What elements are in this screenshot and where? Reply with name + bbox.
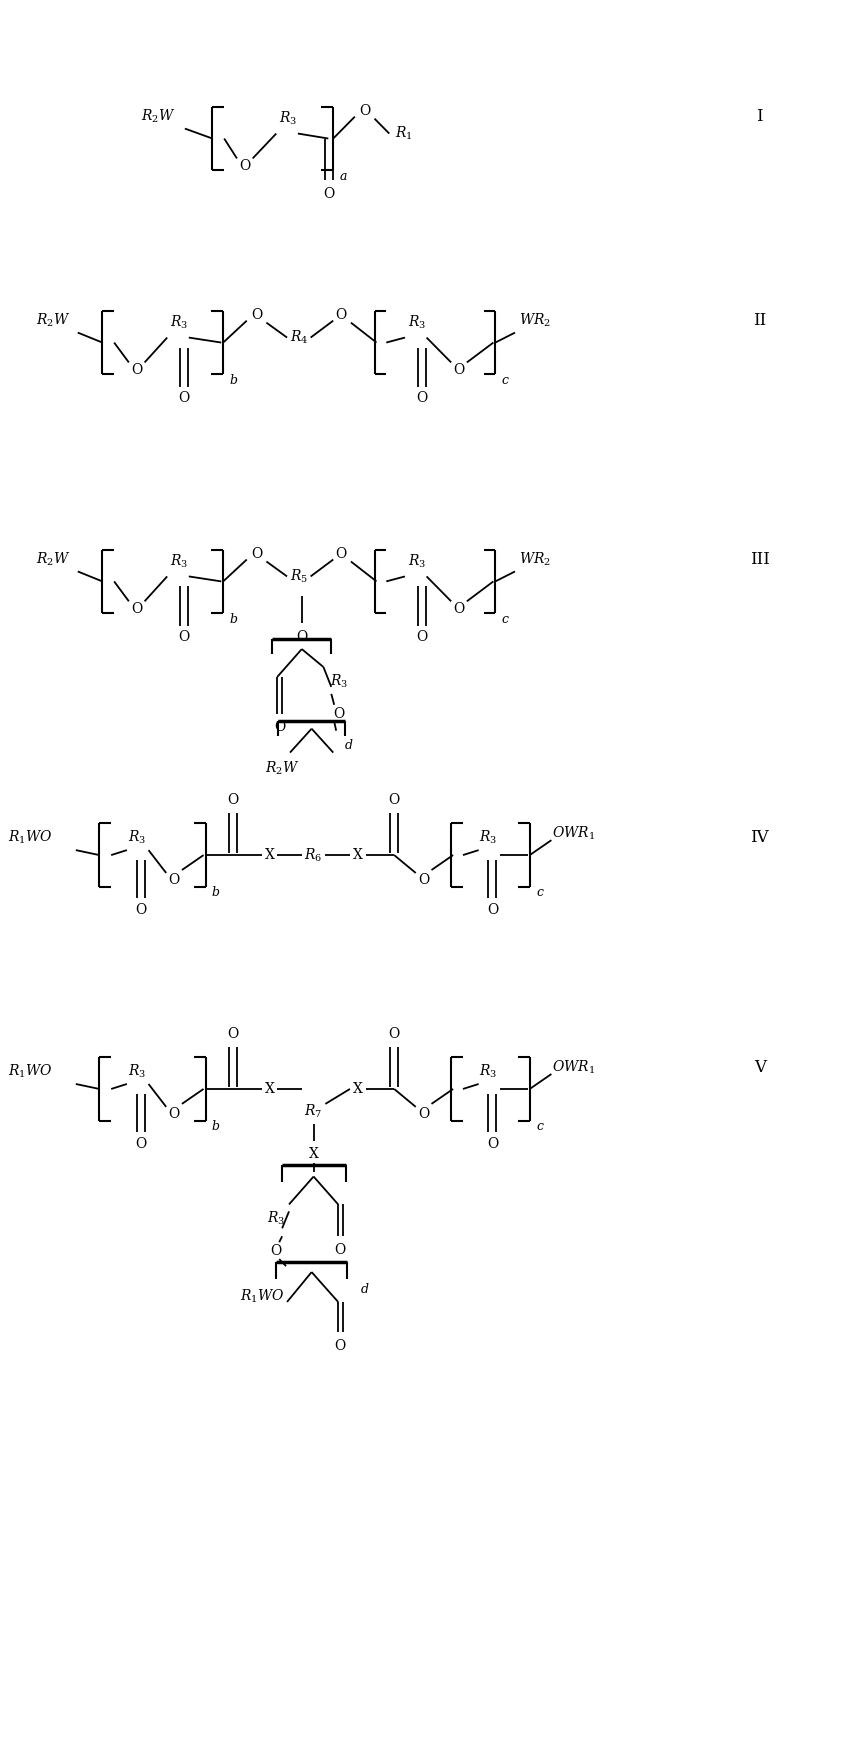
Text: O: O [416, 630, 427, 644]
Text: $R_2W$: $R_2W$ [36, 551, 70, 569]
Text: O: O [416, 391, 427, 405]
Text: $R_1WO$: $R_1WO$ [9, 829, 53, 846]
Text: b: b [211, 886, 220, 899]
Text: O: O [131, 602, 142, 616]
Text: O: O [389, 1028, 400, 1042]
Text: X: X [353, 848, 363, 862]
Text: X: X [309, 1146, 319, 1160]
Text: $WR_2$: $WR_2$ [519, 312, 550, 330]
Text: O: O [251, 546, 262, 560]
Text: O: O [178, 391, 189, 405]
Text: O: O [453, 363, 464, 377]
Text: $WR_2$: $WR_2$ [519, 551, 550, 569]
Text: O: O [135, 902, 147, 916]
Text: III: III [750, 551, 770, 569]
Text: O: O [227, 794, 239, 808]
Text: $OWR_1$: $OWR_1$ [551, 824, 595, 841]
Text: X: X [265, 1082, 274, 1096]
Text: $R_6$: $R_6$ [305, 846, 323, 864]
Text: a: a [339, 169, 347, 183]
Text: O: O [487, 1136, 498, 1150]
Text: $R_3$: $R_3$ [170, 314, 188, 332]
Text: c: c [536, 886, 543, 899]
Text: $R_3$: $R_3$ [408, 314, 426, 332]
Text: $R_2W$: $R_2W$ [265, 759, 299, 777]
Text: O: O [251, 307, 262, 321]
Text: O: O [168, 872, 180, 886]
Text: d: d [345, 740, 353, 752]
Text: $R_3$: $R_3$ [170, 553, 188, 571]
Text: $R_2W$: $R_2W$ [141, 108, 175, 126]
Text: $R_3$: $R_3$ [128, 1063, 146, 1080]
Text: O: O [334, 1338, 345, 1352]
Text: O: O [453, 602, 464, 616]
Text: O: O [333, 707, 345, 721]
Text: d: d [361, 1283, 369, 1295]
Text: $R_7$: $R_7$ [305, 1103, 323, 1120]
Text: O: O [389, 794, 400, 808]
Text: O: O [335, 546, 346, 560]
Text: O: O [131, 363, 142, 377]
Text: $R_1WO$: $R_1WO$ [240, 1288, 285, 1305]
Text: O: O [168, 1106, 180, 1120]
Text: O: O [135, 1136, 147, 1150]
Text: b: b [211, 1120, 220, 1133]
Text: O: O [240, 159, 251, 173]
Text: IV: IV [750, 829, 769, 846]
Text: O: O [334, 1242, 345, 1256]
Text: O: O [359, 103, 371, 117]
Text: $R_3$: $R_3$ [279, 110, 297, 127]
Text: O: O [418, 1106, 430, 1120]
Text: $R_2W$: $R_2W$ [36, 312, 70, 330]
Text: I: I [756, 108, 763, 126]
Text: $R_3$: $R_3$ [408, 553, 426, 571]
Text: O: O [178, 630, 189, 644]
Text: $R_3$: $R_3$ [479, 829, 497, 846]
Text: O: O [296, 630, 307, 644]
Text: O: O [487, 902, 498, 916]
Text: O: O [418, 872, 430, 886]
Text: O: O [335, 307, 346, 321]
Text: $OWR_1$: $OWR_1$ [551, 1059, 595, 1075]
Text: c: c [502, 612, 509, 626]
Text: O: O [227, 1028, 239, 1042]
Text: $R_4$: $R_4$ [290, 328, 308, 346]
Text: II: II [753, 312, 766, 330]
Text: O: O [324, 187, 335, 201]
Text: $R_1WO$: $R_1WO$ [9, 1063, 53, 1080]
Text: X: X [265, 848, 274, 862]
Text: $R_3$: $R_3$ [330, 672, 348, 689]
Text: $R_5$: $R_5$ [290, 567, 308, 585]
Text: $R_3$: $R_3$ [267, 1209, 286, 1227]
Text: O: O [271, 1244, 282, 1258]
Text: X: X [353, 1082, 363, 1096]
Text: c: c [502, 373, 509, 387]
Text: $R_3$: $R_3$ [479, 1063, 497, 1080]
Text: $R_3$: $R_3$ [128, 829, 146, 846]
Text: b: b [229, 373, 237, 387]
Text: O: O [274, 719, 286, 733]
Text: $R_1$: $R_1$ [395, 126, 413, 143]
Text: c: c [536, 1120, 543, 1133]
Text: V: V [753, 1059, 766, 1075]
Text: b: b [229, 612, 237, 626]
